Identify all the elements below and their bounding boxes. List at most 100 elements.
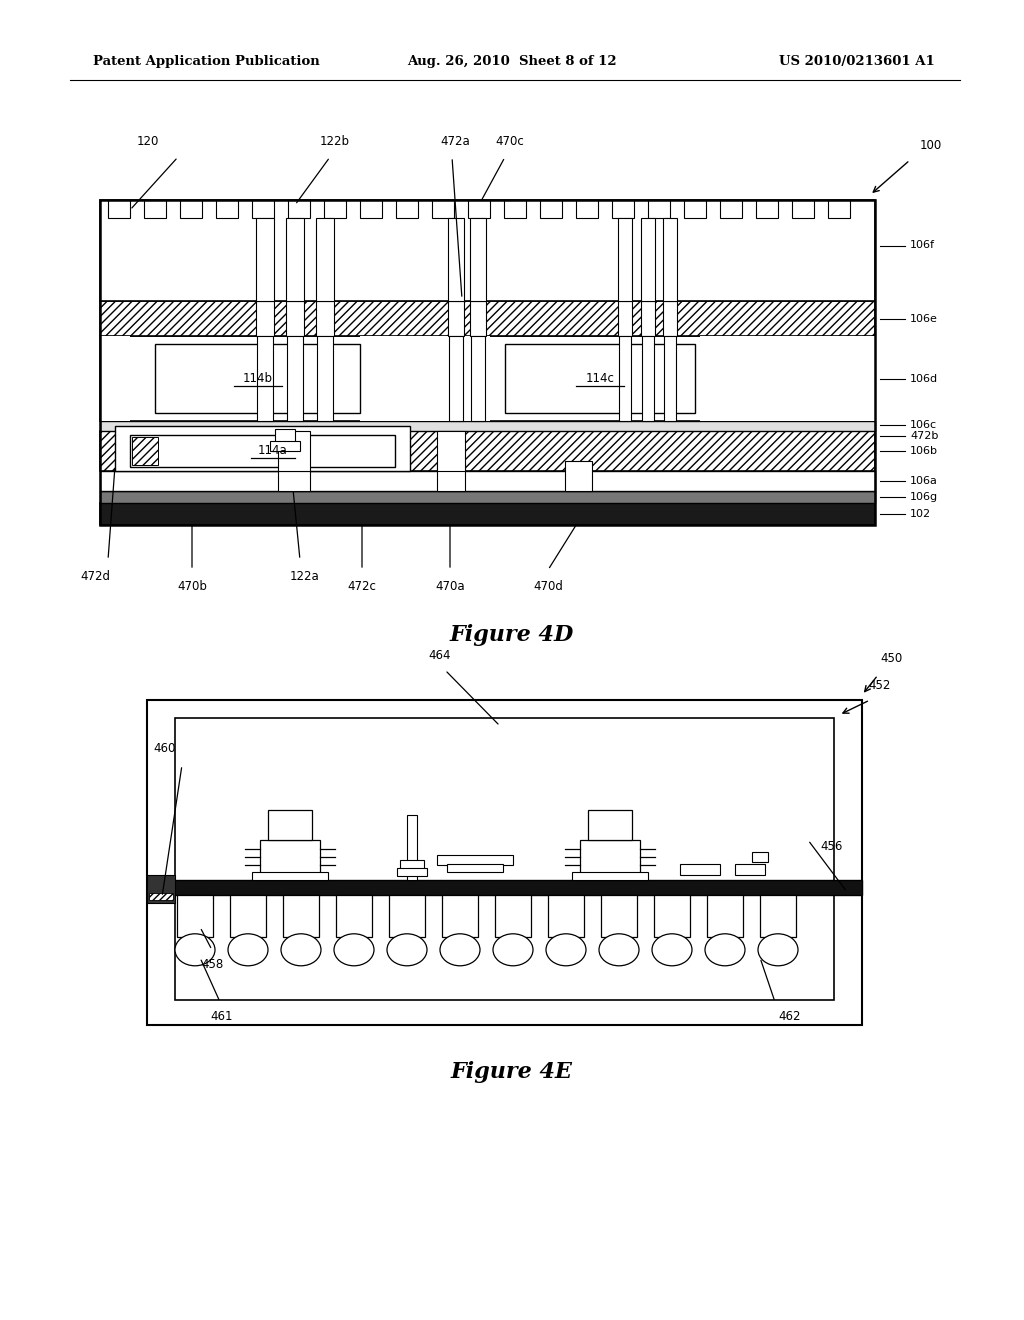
Text: 114b: 114b bbox=[243, 372, 272, 385]
Bar bbox=[735, 865, 765, 875]
Bar bbox=[437, 432, 465, 471]
Bar bbox=[601, 895, 637, 937]
Bar bbox=[495, 895, 531, 937]
Text: 114c: 114c bbox=[586, 372, 614, 385]
Text: 470d: 470d bbox=[534, 579, 563, 593]
Bar bbox=[407, 814, 417, 880]
Bar bbox=[177, 895, 213, 937]
Bar bbox=[663, 218, 677, 301]
Text: 122a: 122a bbox=[290, 570, 319, 583]
Text: 470c: 470c bbox=[496, 135, 524, 148]
Bar bbox=[144, 201, 166, 218]
Bar bbox=[100, 337, 130, 421]
Bar bbox=[575, 201, 598, 218]
Ellipse shape bbox=[493, 933, 534, 966]
Text: 106d: 106d bbox=[910, 374, 938, 384]
Bar bbox=[147, 700, 862, 1026]
Bar bbox=[230, 895, 266, 937]
Bar bbox=[324, 201, 346, 218]
Bar bbox=[432, 201, 454, 218]
Bar bbox=[316, 218, 334, 301]
Text: 120: 120 bbox=[137, 135, 159, 148]
Text: 464: 464 bbox=[429, 649, 452, 663]
Bar bbox=[100, 471, 874, 491]
Bar bbox=[618, 301, 632, 337]
Bar bbox=[654, 895, 690, 937]
Bar bbox=[641, 301, 655, 337]
Ellipse shape bbox=[440, 933, 480, 966]
Text: Patent Application Publication: Patent Application Publication bbox=[93, 55, 319, 69]
Bar bbox=[437, 855, 513, 865]
Text: Figure 4E: Figure 4E bbox=[451, 1061, 573, 1082]
Bar bbox=[420, 337, 490, 421]
Bar bbox=[132, 437, 158, 465]
Bar bbox=[100, 201, 874, 301]
Bar bbox=[760, 895, 796, 937]
Bar bbox=[396, 201, 418, 218]
Bar bbox=[216, 201, 238, 218]
Bar bbox=[437, 463, 465, 491]
Bar bbox=[400, 861, 424, 870]
Bar bbox=[287, 337, 303, 421]
Text: Aug. 26, 2010  Sheet 8 of 12: Aug. 26, 2010 Sheet 8 of 12 bbox=[408, 55, 616, 69]
Bar bbox=[792, 201, 814, 218]
Bar bbox=[740, 337, 874, 421]
Bar bbox=[468, 201, 490, 218]
Text: 460: 460 bbox=[154, 742, 176, 755]
Bar bbox=[449, 301, 464, 337]
Bar bbox=[471, 337, 485, 421]
Ellipse shape bbox=[175, 933, 215, 966]
Bar bbox=[275, 429, 295, 444]
Bar bbox=[108, 201, 130, 218]
Text: 472b: 472b bbox=[910, 432, 938, 441]
Bar bbox=[260, 840, 319, 875]
Bar bbox=[147, 875, 175, 903]
Bar bbox=[397, 869, 427, 876]
Bar bbox=[360, 201, 382, 218]
Bar bbox=[470, 218, 486, 301]
Bar bbox=[150, 894, 173, 900]
Bar bbox=[470, 301, 486, 337]
Bar bbox=[278, 432, 310, 471]
Bar bbox=[752, 851, 768, 862]
Ellipse shape bbox=[705, 933, 745, 966]
Text: 100: 100 bbox=[920, 139, 942, 152]
Bar bbox=[648, 201, 670, 218]
Bar bbox=[447, 865, 503, 873]
Bar bbox=[147, 880, 862, 895]
Bar bbox=[270, 441, 300, 451]
Text: 470a: 470a bbox=[435, 579, 465, 593]
Bar bbox=[286, 301, 304, 337]
Bar bbox=[565, 461, 592, 491]
Text: 461: 461 bbox=[211, 1010, 233, 1023]
Bar bbox=[504, 201, 526, 218]
Bar bbox=[278, 471, 310, 491]
Bar bbox=[316, 301, 334, 337]
Bar bbox=[505, 345, 695, 413]
Ellipse shape bbox=[387, 933, 427, 966]
Bar bbox=[360, 337, 420, 421]
Text: 472a: 472a bbox=[440, 135, 470, 148]
Bar bbox=[663, 301, 677, 337]
Bar bbox=[664, 337, 676, 421]
Text: 472c: 472c bbox=[347, 579, 377, 593]
Bar bbox=[642, 337, 654, 421]
Text: 102: 102 bbox=[910, 510, 931, 519]
Ellipse shape bbox=[546, 933, 586, 966]
Bar bbox=[618, 337, 631, 421]
Ellipse shape bbox=[652, 933, 692, 966]
Bar bbox=[828, 201, 850, 218]
Ellipse shape bbox=[758, 933, 798, 966]
Bar bbox=[100, 337, 874, 421]
Bar bbox=[618, 218, 632, 301]
Bar bbox=[100, 421, 874, 432]
Bar bbox=[100, 503, 874, 525]
Bar bbox=[580, 840, 640, 875]
Text: Figure 4D: Figure 4D bbox=[450, 624, 574, 645]
Text: 106g: 106g bbox=[910, 492, 938, 502]
Bar bbox=[707, 895, 743, 937]
Text: 122b: 122b bbox=[319, 135, 350, 148]
Bar bbox=[286, 218, 304, 301]
Text: 106e: 106e bbox=[910, 314, 938, 323]
Ellipse shape bbox=[599, 933, 639, 966]
